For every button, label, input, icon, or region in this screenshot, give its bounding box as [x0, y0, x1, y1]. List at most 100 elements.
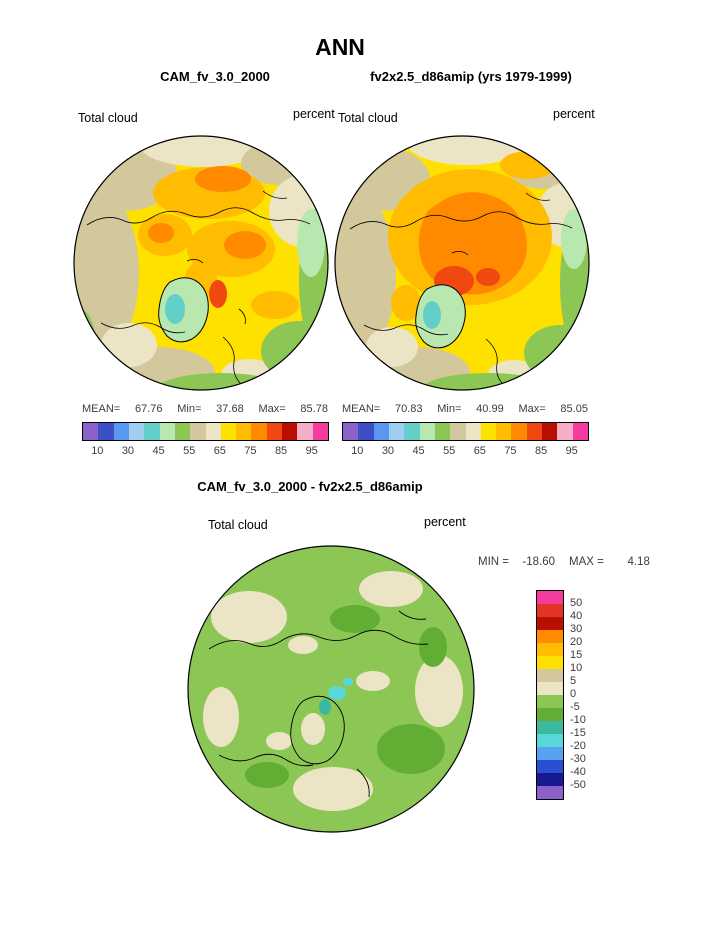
field-label-diff: Total cloud	[208, 518, 268, 532]
map-model2	[334, 135, 590, 391]
diff-colorbar-segment	[537, 617, 563, 630]
colorbar-tick-label: 85	[274, 445, 288, 457]
min-value: 40.99	[476, 403, 504, 415]
figure-title: ANN	[315, 34, 365, 60]
colorbar-segment	[174, 423, 191, 440]
max-value: 85.78	[300, 403, 328, 415]
colorbar-segment	[434, 423, 451, 440]
colorbar-segment	[128, 423, 145, 440]
units-label-cam: percent	[293, 107, 335, 121]
colorbar-tick-label: 95	[565, 445, 578, 457]
map-diff	[187, 545, 475, 833]
colorbar-segment	[205, 423, 221, 440]
min-label: Min=	[437, 403, 462, 415]
diff-colorbar-segment	[537, 708, 563, 721]
max-label: Max=	[518, 403, 546, 415]
diff-colorbar	[536, 590, 564, 800]
diff-colorbar-label: -40	[570, 766, 586, 778]
colorbar-cam	[82, 422, 329, 441]
diff-colorbar-segment	[537, 630, 563, 643]
map-model2-border	[334, 135, 590, 391]
min-value: 37.68	[216, 403, 244, 415]
colorbar-tick-label: 45	[412, 445, 425, 457]
colorbar-segment	[236, 423, 252, 440]
diff-colorbar-label: 20	[570, 636, 583, 648]
diff-colorbar-segment	[537, 721, 563, 734]
diff-colorbar-label: 5	[570, 675, 577, 687]
panel-title-cam: CAM_fv_3.0_2000	[160, 69, 270, 84]
colorbar-segment	[282, 423, 298, 440]
colorbar-segment	[83, 423, 99, 440]
colorbar-segment	[511, 423, 527, 440]
diff-colorbar-label: -15	[570, 727, 586, 739]
colorbar-tick-label: 65	[473, 445, 486, 457]
diff-colorbar-segment	[537, 760, 563, 773]
colorbar-segment	[113, 423, 129, 440]
map-diff-coastlines	[208, 610, 429, 798]
diff-colorbar-label: -30	[570, 753, 586, 765]
diff-colorbar-label: -10	[570, 714, 586, 726]
colorbar-tick-label: 10	[91, 445, 104, 457]
colorbar-tick-label: 95	[305, 445, 318, 457]
diff-colorbar-label: -5	[570, 701, 580, 713]
colorbar-segment	[572, 423, 588, 440]
diff-colorbar-label: 0	[570, 688, 577, 700]
diff-colorbar-segment	[537, 695, 563, 708]
colorbar-tick-label: 45	[152, 445, 165, 457]
colorbar-tick-label: 65	[213, 445, 226, 457]
colorbar-segment	[220, 423, 237, 440]
colorbar-tick-label: 55	[443, 445, 456, 457]
map-cam	[73, 135, 329, 391]
diff-title: CAM_fv_3.0_2000 - fv2x2.5_d86amip	[197, 479, 423, 494]
diff-colorbar-label: -50	[570, 779, 586, 791]
panel-title-model2: fv2x2.5_d86amip (yrs 1979-1999)	[370, 69, 572, 84]
diff-colorbar-segment	[537, 734, 563, 747]
diff-colorbar-segment	[537, 682, 563, 695]
colorbar-segment	[312, 423, 328, 440]
mean-value: 70.83	[394, 403, 423, 415]
colorbar-segment	[159, 423, 175, 440]
colorbar-tick-label: 85	[534, 445, 548, 457]
mean-label: MEAN=	[82, 403, 121, 415]
max-value: 85.05	[560, 403, 588, 415]
diff-colorbar-segment	[537, 773, 563, 786]
diff-minmax-row: MIN = -18.60 MAX = 4.18	[478, 556, 650, 568]
colorbar-tick-label: 30	[121, 445, 135, 457]
map-diff-border	[187, 545, 475, 833]
diff-colorbar-label: 10	[570, 662, 583, 674]
diff-colorbar-segment	[537, 669, 563, 682]
colorbar-ticks-cam: 10 30 45 55 65 75 85 95	[82, 445, 327, 458]
diff-colorbar-segment	[537, 747, 563, 760]
colorbar-segment	[496, 423, 512, 440]
min-label: Min=	[177, 403, 202, 415]
map-diff-contours	[203, 571, 463, 811]
colorbar-segment	[98, 423, 114, 440]
diff-colorbar-label: 30	[570, 623, 583, 635]
map-cam-coastlines	[86, 190, 311, 385]
field-label-model2: Total cloud	[338, 111, 398, 125]
diff-min-value: -18.60	[522, 556, 555, 568]
diff-colorbar-labels: 50 40 30 20 15 10 5 0 -5 -10 -15 -20 -30 -40 -50	[570, 590, 604, 802]
colorbar-segment	[144, 423, 160, 440]
colorbar-segment	[373, 423, 389, 440]
colorbar-segment	[450, 423, 466, 440]
colorbar-ticks-model2: 10 30 45 55 65 75 85 95	[342, 445, 587, 458]
colorbar-segment	[480, 423, 497, 440]
colorbar-segment	[190, 423, 206, 440]
diff-colorbar-label: 15	[570, 649, 583, 661]
max-label: Max=	[258, 403, 286, 415]
colorbar-segment	[557, 423, 573, 440]
colorbar-tick-label: 30	[381, 445, 395, 457]
map-model2-coastlines	[349, 192, 573, 386]
diff-colorbar-segment	[537, 656, 563, 669]
colorbar-segment	[388, 423, 405, 440]
colorbar-segment	[404, 423, 420, 440]
colorbar-segment	[542, 423, 558, 440]
diff-colorbar-label: -20	[570, 740, 586, 752]
stats-row-cam: MEAN= 67.76 Min= 37.68 Max= 85.78	[82, 403, 328, 415]
colorbar-segment	[251, 423, 267, 440]
colorbar-segment	[465, 423, 481, 440]
colorbar-segment	[419, 423, 435, 440]
diff-colorbar-segment	[537, 643, 563, 656]
